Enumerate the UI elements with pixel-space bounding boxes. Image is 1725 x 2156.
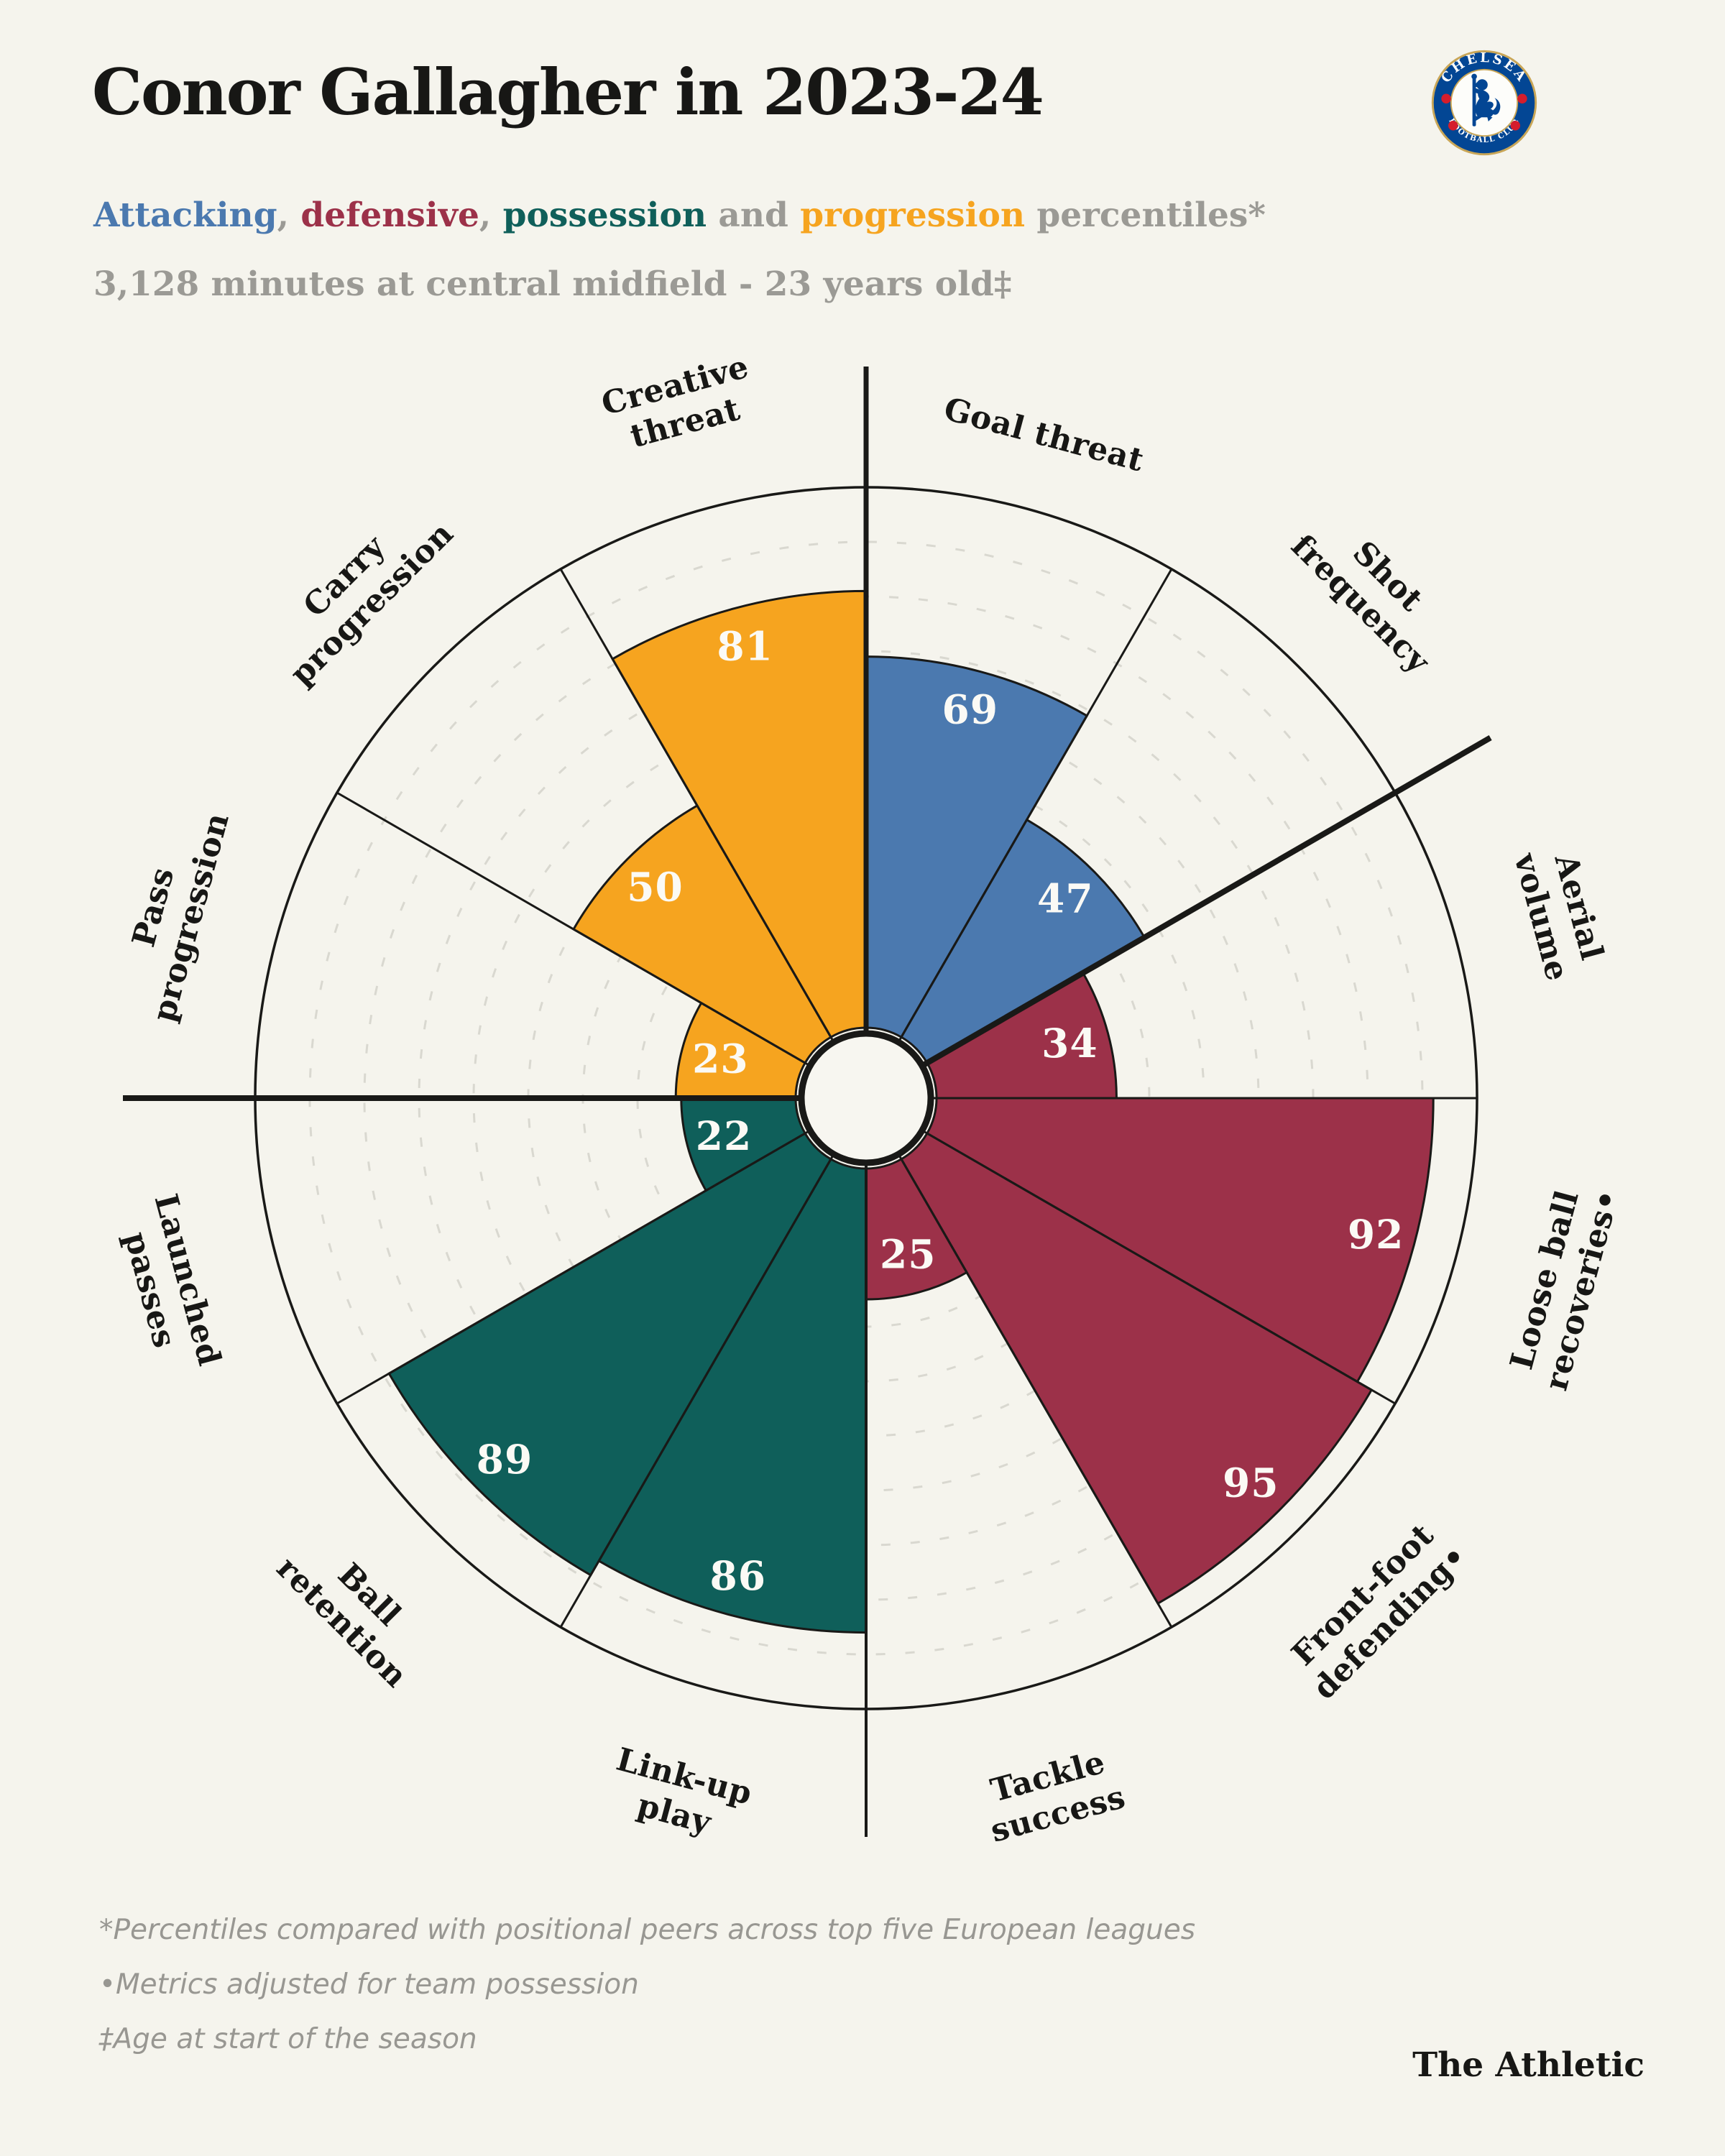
slice-value-ball-retention: 89 [477, 1436, 533, 1483]
slice-value-pass-progression: 23 [692, 1036, 749, 1082]
subtitle-segment: progression [800, 195, 1026, 235]
page-title: Conor Gallagher in 2023-24 [92, 55, 1044, 129]
slice-value-loose-ball-recoveries: 92 [1348, 1211, 1404, 1258]
slice-value-shot-frequency: 47 [1037, 875, 1094, 922]
pizza-slice-goal-threat [865, 655, 1089, 1039]
footnote-age: ‡Age at start of the season [99, 2023, 477, 2055]
subtitle-segment: possession [502, 195, 707, 235]
pizza-slice-ball-retention [387, 1131, 833, 1577]
slice-separator [898, 568, 1173, 1041]
subtitle-segment: and [707, 195, 801, 235]
badge-rose-icon [1448, 121, 1458, 131]
footnotes: *Percentiles compared with positional pe… [99, 1903, 1195, 2067]
slice-value-launched-passes: 22 [696, 1112, 753, 1159]
slice-value-creative-threat: 81 [717, 623, 773, 670]
slice-separator [898, 1156, 1173, 1628]
slice-separator [559, 1156, 834, 1628]
slice-label-goal-threat: Goal threat [940, 391, 1148, 479]
branding-logo: The Athletic [1412, 2045, 1644, 2085]
badge-football-icon [1517, 93, 1527, 103]
slice-value-link-up-play: 86 [710, 1552, 767, 1599]
slice-separator [924, 1130, 1396, 1405]
slice-label-line: Goal threat [940, 391, 1148, 479]
subtitle-segment: , [277, 195, 301, 235]
center-hole [798, 1030, 934, 1166]
slice-value-tackle-success: 25 [880, 1230, 937, 1277]
pizza-slice-shot-frequency [899, 818, 1146, 1065]
pizza-slice-creative-threat [611, 589, 868, 1039]
badge-football-icon [1441, 93, 1451, 103]
minutes-line: 3,128 minutes at central midfield - 23 y… [93, 264, 1012, 304]
pizza-slice-link-up-play [597, 1157, 868, 1634]
slice-separator [559, 568, 834, 1041]
chelsea-badge: CHELSEA FOOTBALL CLUB [1429, 47, 1540, 158]
badge-rose-icon [1510, 121, 1521, 131]
subtitle: Attacking, defensive, possession and pro… [93, 195, 1266, 235]
subtitle-segment: , [479, 195, 503, 235]
group-divider-60 [916, 735, 1492, 1071]
slice-separator [336, 791, 809, 1066]
pizza-slice-aerial-volume [925, 971, 1118, 1100]
pizza-slice-loose-ball-recoveries [925, 1097, 1435, 1383]
subtitle-segment: defensive [300, 195, 479, 235]
footnote-possession-adjusted: •Metrics adjusted for team possession [99, 1968, 639, 2001]
pizza-slice-carry-progression [571, 803, 833, 1065]
footnote-percentiles: *Percentiles compared with positional pe… [99, 1914, 1196, 1946]
badge-lion-icon [1471, 73, 1501, 126]
slice-value-front-foot-defending: 95 [1223, 1459, 1279, 1506]
chelsea-badge-icon: CHELSEA FOOTBALL CLUB [1431, 50, 1537, 156]
slice-value-aerial-volume: 34 [1041, 1020, 1098, 1067]
slice-separator [336, 1130, 809, 1405]
slice-value-goal-threat: 69 [942, 686, 999, 733]
slice-value-carry-progression: 50 [627, 864, 684, 911]
subtitle-segment: percentiles* [1025, 195, 1266, 235]
pizza-slice-front-foot-defending [899, 1131, 1374, 1606]
subtitle-segment: Attacking [93, 195, 277, 235]
